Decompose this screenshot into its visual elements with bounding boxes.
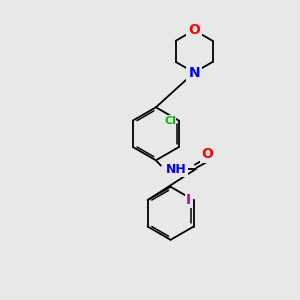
Text: O: O [202,147,213,161]
Text: O: O [188,23,200,37]
Text: Cl: Cl [164,116,176,126]
Text: I: I [186,193,191,207]
Text: NH: NH [166,163,187,176]
Text: N: N [188,66,200,80]
